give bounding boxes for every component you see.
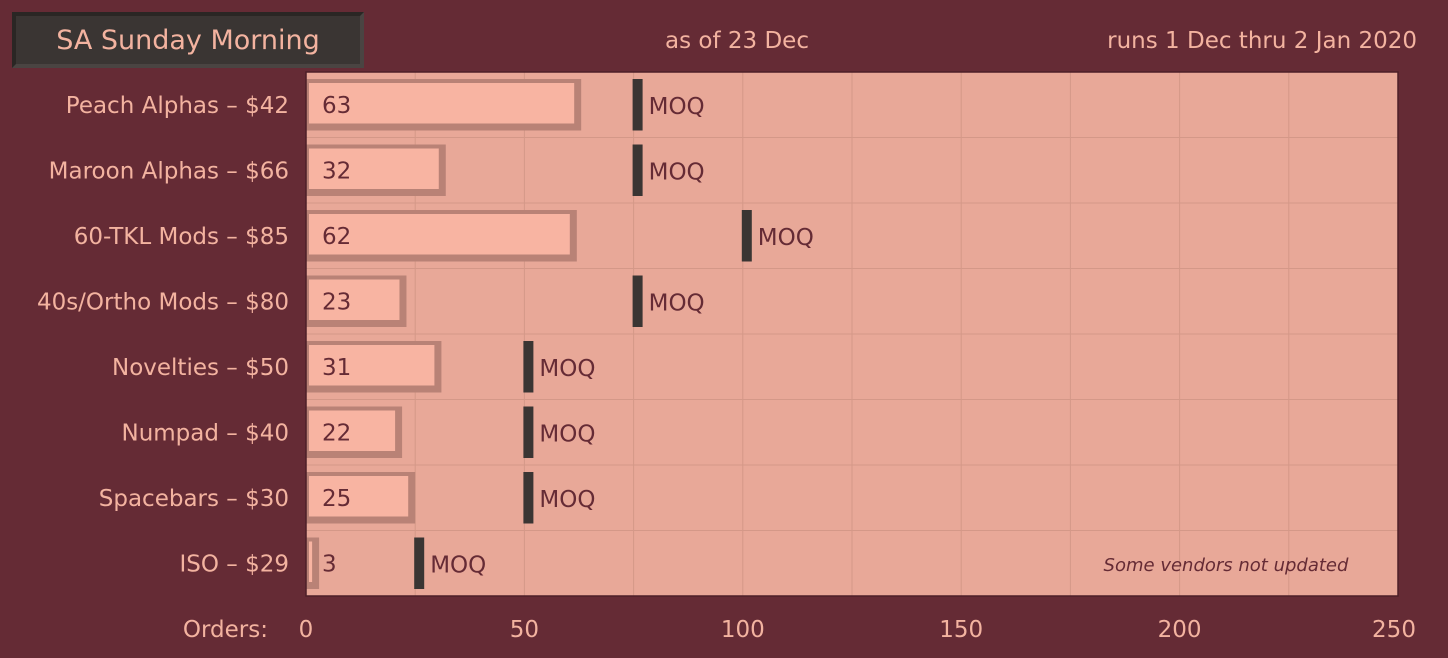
run-dates: runs 1 Dec thru 2 Jan 2020 xyxy=(1107,28,1417,54)
x-tick-label: 250 xyxy=(1372,617,1416,643)
category-label: 60-TKL Mods – $85 xyxy=(74,224,289,250)
as-of-date: as of 23 Dec xyxy=(665,28,809,54)
moq-label: MOQ xyxy=(430,552,486,578)
moq-label: MOQ xyxy=(539,356,595,382)
bar-face xyxy=(309,476,409,517)
moq-marker xyxy=(632,79,643,131)
bar-face xyxy=(309,345,435,386)
moq-label: MOQ xyxy=(758,225,814,251)
moq-marker xyxy=(632,144,643,196)
moq-marker xyxy=(414,537,425,589)
bar-face xyxy=(309,148,439,189)
bar-face xyxy=(309,83,575,124)
page-title: SA Sunday Morning xyxy=(56,24,320,56)
category-label: 40s/Ortho Mods – $80 xyxy=(37,289,289,315)
x-tick-label: 50 xyxy=(510,617,539,643)
moq-marker xyxy=(523,472,534,524)
bar-value-label: 23 xyxy=(322,289,351,315)
bar-value-label: 63 xyxy=(322,93,351,119)
category-label: Numpad – $40 xyxy=(121,420,289,446)
title-box: SA Sunday Morning xyxy=(12,12,364,68)
category-label: ISO – $29 xyxy=(179,551,289,577)
moq-marker xyxy=(523,406,534,458)
moq-label: MOQ xyxy=(539,487,595,513)
bar-value-label: 22 xyxy=(322,420,351,446)
bar xyxy=(306,537,320,589)
bar-value-label: 25 xyxy=(322,486,351,512)
category-label: Spacebars – $30 xyxy=(99,486,289,512)
category-label: Peach Alphas – $42 xyxy=(66,93,289,119)
x-tick-label: 200 xyxy=(1158,617,1202,643)
bar-value-label: 31 xyxy=(322,355,351,381)
bar-face xyxy=(309,410,396,451)
moq-marker xyxy=(523,341,534,393)
bar-value-label: 3 xyxy=(322,551,337,577)
x-axis-label: Orders: xyxy=(183,617,268,643)
moq-marker xyxy=(632,275,643,327)
annotation-note: Some vendors not updated xyxy=(1104,555,1349,576)
x-tick-label: 150 xyxy=(939,617,983,643)
plot-border xyxy=(305,71,1399,597)
moq-label: MOQ xyxy=(649,159,705,185)
moq-marker xyxy=(741,210,752,262)
bar-value-label: 62 xyxy=(322,224,351,250)
category-label: Maroon Alphas – $66 xyxy=(49,158,289,184)
bar-value-label: 32 xyxy=(322,158,351,184)
x-tick-label: 0 xyxy=(299,617,314,643)
bar-face xyxy=(309,214,570,255)
moq-label: MOQ xyxy=(649,290,705,316)
moq-label: MOQ xyxy=(649,94,705,120)
moq-label: MOQ xyxy=(539,421,595,447)
x-tick-label: 100 xyxy=(721,617,765,643)
category-label: Novelties – $50 xyxy=(112,355,289,381)
bar-face xyxy=(309,541,313,582)
bar-face xyxy=(309,279,400,320)
